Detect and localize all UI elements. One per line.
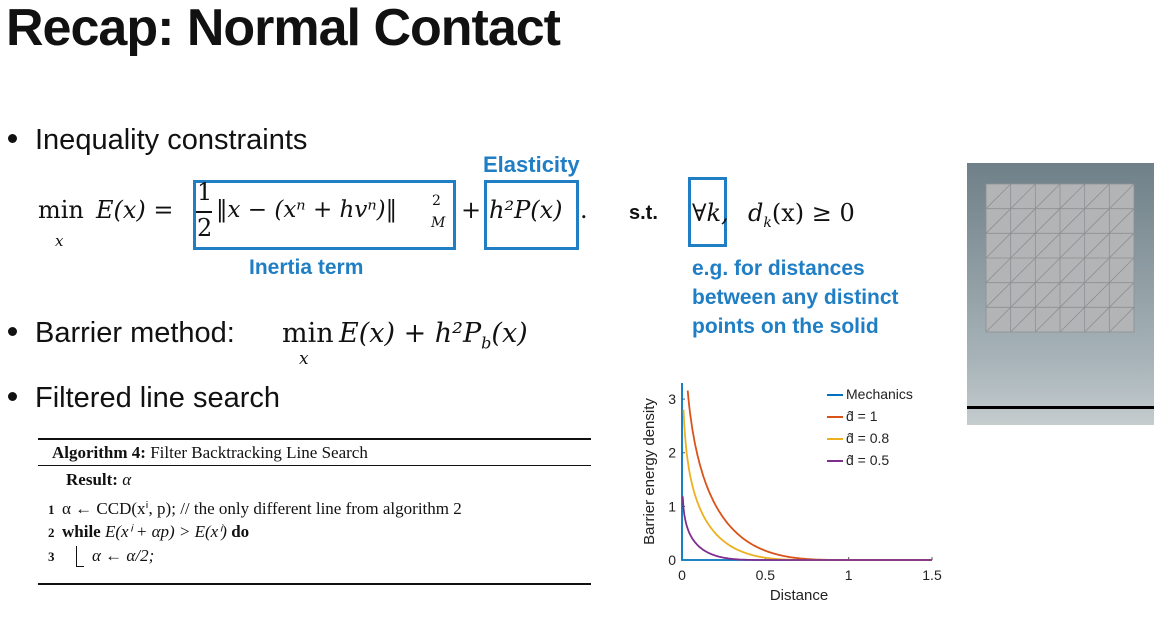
example-line: e.g. for distances [692, 257, 865, 280]
series-line [682, 409, 932, 561]
line-number: 3 [48, 549, 55, 564]
barrier-min-subscript: x [299, 349, 309, 369]
algo-result-bold: Result: [66, 470, 118, 489]
bullet-dot [8, 326, 17, 336]
algo-line-1: 1 α ← CCD(xⁱ, p); // the only different l… [48, 499, 462, 519]
bullet-text: Inequality constraints [35, 124, 308, 156]
fraction-bar [196, 211, 212, 213]
example-note: e.g. for distances between any distinct … [692, 254, 899, 341]
elastic-expression: h²P(x) [489, 196, 563, 224]
barrier-min: min [282, 318, 334, 349]
constraint-rest: (x) ≥ 0 [771, 199, 855, 227]
algo-line-text: α ← CCD(xⁱ, p); // the only different li… [62, 499, 462, 518]
algo-line-text: E(xⁱ + αp) > E(xⁱ) [104, 522, 227, 541]
barrier-expr-main: E(x) + h²P [339, 318, 482, 349]
norm-superscript: 2 [432, 193, 441, 209]
bullet-barrier: Barrier method: [8, 317, 235, 350]
algo-top-rule [38, 438, 591, 440]
algo-result-val: α [122, 470, 132, 489]
min-subscript: x [55, 232, 64, 250]
barrier-expression: E(x) + h²Pb(x) [339, 318, 528, 352]
plus-sign: + [461, 196, 482, 224]
legend-label: Mechanics [846, 386, 913, 402]
barrier-chart: 0 0.5 1 1.5 0 1 2 3 Distance Barrier energy densi… [641, 383, 942, 604]
line-number: 2 [48, 525, 55, 540]
y-tick-label: 1 [668, 498, 676, 514]
forall-box [688, 177, 727, 247]
bullet-inequality: Inequality constraints [8, 124, 307, 157]
inertia-label: Inertia term [249, 256, 364, 279]
forall-k: ∀k, [692, 199, 729, 227]
legend-label: d̂ = 1 [846, 408, 878, 424]
algo-title: Algorithm 4: Filter Backtracking Line Se… [52, 443, 368, 463]
bullet-dot [8, 391, 17, 401]
algo-line-text: α ← α/2; [92, 546, 155, 565]
algo-line-3: 3 α ← α/2; [48, 546, 154, 566]
such-that: s.t. [629, 202, 658, 224]
algo-title-rest: Filter Backtracking Line Search [150, 443, 368, 462]
x-tick-label: 0 [678, 567, 686, 583]
x-tick-label: 1 [845, 567, 853, 583]
y-tick-label: 3 [668, 391, 676, 407]
legend-label: d̂ = 0.8 [846, 430, 889, 446]
norm-subscript: M [431, 215, 446, 231]
barrier-expr-end: (x) [491, 318, 528, 349]
elasticity-label: Elasticity [483, 152, 580, 177]
x-tick-label: 1.5 [922, 567, 942, 583]
algo-mid-rule [38, 465, 591, 466]
x-tick-label: 0.5 [756, 567, 776, 583]
period: . [580, 196, 588, 224]
algo-bottom-rule [38, 583, 591, 585]
y-tick-label: 2 [668, 445, 676, 461]
elasticity-box [484, 180, 579, 250]
algo-keyword-while: while [62, 522, 101, 541]
series-line [681, 383, 932, 561]
constraint: dk(x) ≥ 0 [748, 199, 855, 231]
algo-line-2: 2 while E(xⁱ + αp) > E(xⁱ) do [48, 522, 249, 542]
algo-title-bold: Algorithm 4: [52, 443, 146, 462]
bullet-text: Filtered line search [35, 382, 280, 414]
inertia-expression: ‖x − (xⁿ + hvⁿ)‖ [216, 197, 398, 223]
example-line: between any distinct [692, 286, 899, 309]
x-axis-label: Distance [770, 587, 828, 604]
bullet-text: Barrier method: [35, 317, 235, 349]
inertia-box [193, 180, 456, 250]
series-line [686, 390, 932, 561]
fraction-denominator: 2 [197, 214, 213, 242]
page-title: Recap: Normal Contact [6, 0, 561, 57]
constraint-sub: k [763, 214, 772, 231]
fraction-numerator: 1 [197, 178, 213, 206]
algo-result: Result: α [66, 470, 131, 490]
bullet-dot [8, 133, 17, 143]
min-operator: min [38, 196, 84, 224]
line-number: 1 [48, 502, 55, 517]
algo-keyword-do: do [231, 522, 250, 541]
y-tick-label: 0 [668, 552, 676, 568]
algo-block-bar [76, 546, 77, 566]
example-line: points on the solid [692, 315, 879, 338]
simulation-image [967, 163, 1154, 425]
algo-block-foot [76, 566, 84, 567]
constraint-d: d [748, 199, 764, 227]
series-line [681, 496, 932, 561]
barrier-expr-sub: b [481, 333, 492, 353]
legend-label: d̂ = 0.5 [846, 452, 889, 468]
energy-lhs: E(x) = [96, 196, 174, 224]
y-axis-label: Barrier energy density [641, 398, 658, 545]
bullet-line-search: Filtered line search [8, 382, 280, 415]
